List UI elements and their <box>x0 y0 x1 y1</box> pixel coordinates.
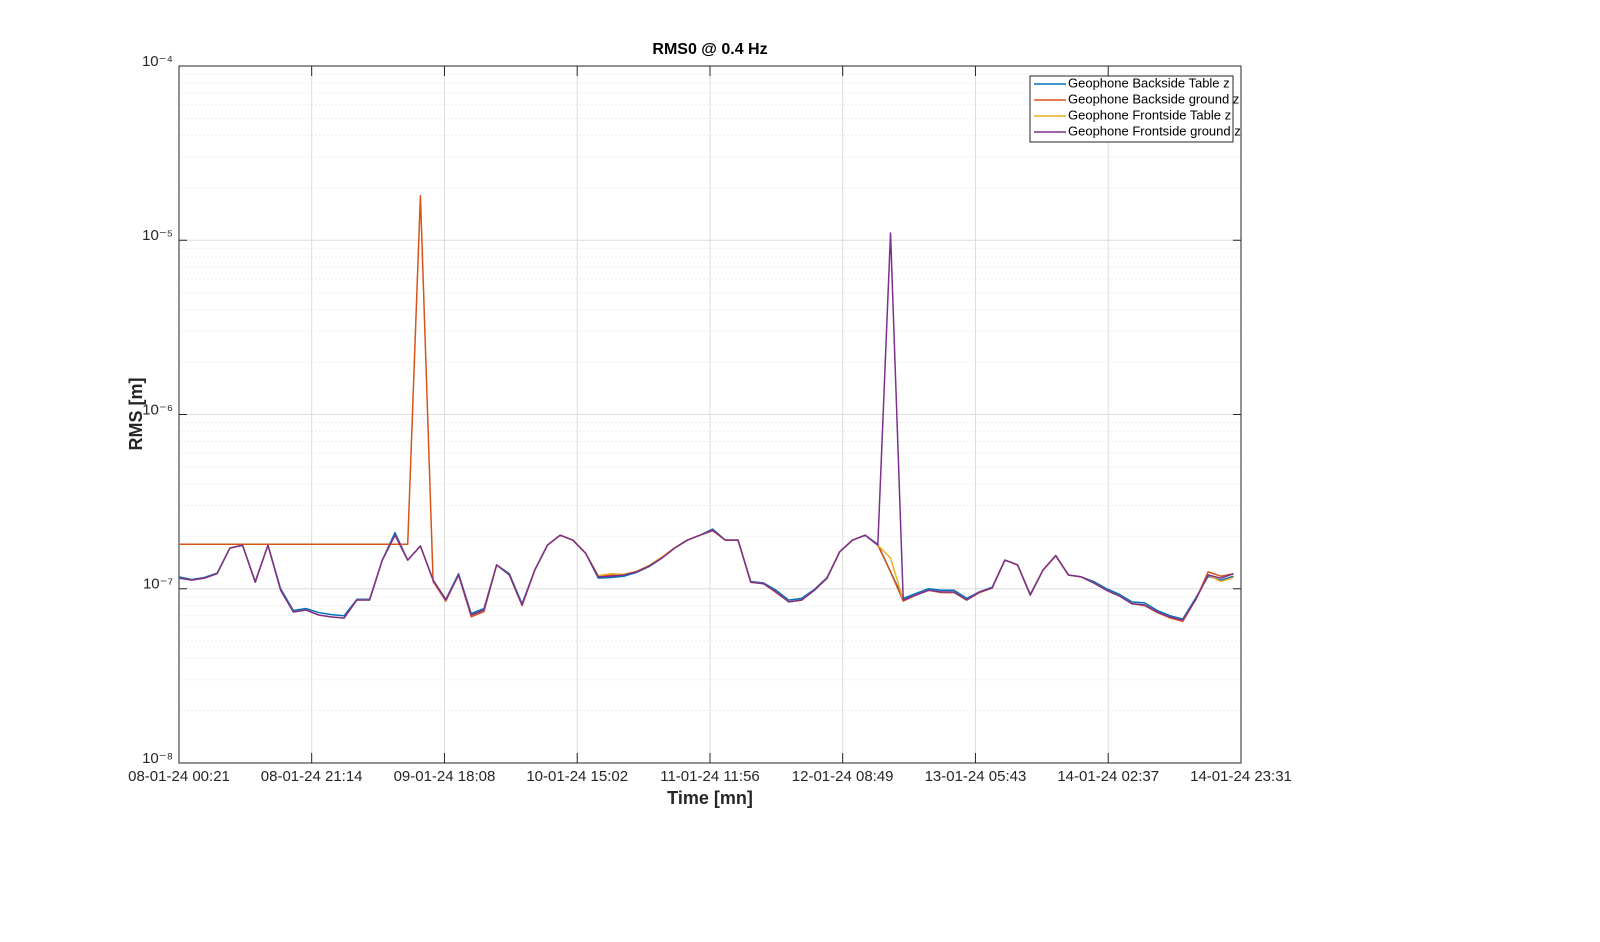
x-tick-label: 11-01-24 11:56 <box>660 768 760 785</box>
legend-label: Geophone Frontside ground z <box>1068 123 1241 138</box>
x-tick-label: 08-01-24 21:14 <box>261 768 363 785</box>
chart-title: RMS0 @ 0.4 Hz <box>652 41 767 58</box>
y-tick-label: 10⁻⁴ <box>142 53 173 70</box>
y-tick-label: 10⁻⁷ <box>143 576 173 593</box>
legend-box <box>1029 75 1234 143</box>
x-tick-label: 13-01-24 05:43 <box>925 768 1027 785</box>
x-tick-label: 09-01-24 18:08 <box>394 768 496 785</box>
plot-frame <box>178 65 1242 764</box>
x-tick-label: 14-01-24 23:31 <box>1190 768 1292 785</box>
y-tick-label: 10⁻⁸ <box>142 750 173 767</box>
legend-label: Geophone Frontside Table z <box>1068 107 1231 122</box>
y-tick-label: 10⁻⁶ <box>142 401 173 418</box>
legend-label: Geophone Backside ground z <box>1068 91 1239 106</box>
x-tick-label: 10-01-24 15:02 <box>526 768 628 785</box>
y-tick-label: 10⁻⁵ <box>142 227 173 244</box>
y-axis-label: RMS [m] <box>126 378 146 451</box>
legend-label: Geophone Backside Table z <box>1068 75 1230 90</box>
x-axis-label: Time [mn] <box>667 788 753 808</box>
x-tick-label: 14-01-24 02:37 <box>1057 768 1159 785</box>
x-tick-label: 12-01-24 08:49 <box>792 768 894 785</box>
series-line <box>178 232 1234 621</box>
x-tick-label: 08-01-24 00:21 <box>128 768 230 785</box>
